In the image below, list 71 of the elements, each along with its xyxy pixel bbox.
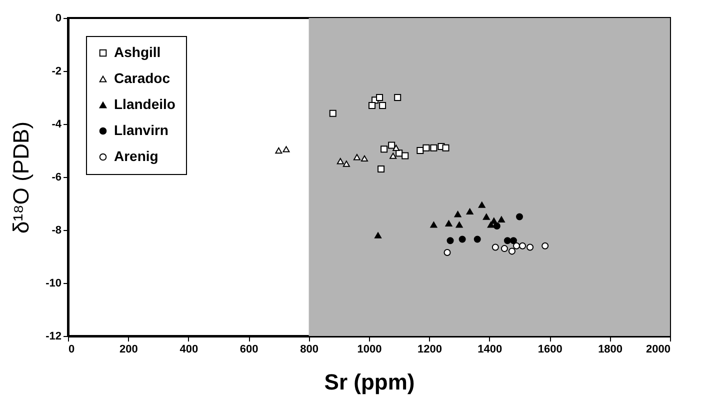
- point: [275, 147, 282, 154]
- x-tick-label: 1200: [417, 344, 442, 356]
- x-tick-label: 1000: [357, 344, 382, 356]
- legend-label: Llandeilo: [114, 96, 176, 112]
- x-tick-label: 600: [240, 344, 258, 356]
- legend-label: Arenig: [114, 148, 158, 164]
- point: [394, 94, 402, 101]
- point: [336, 158, 344, 164]
- point: [512, 242, 520, 250]
- point: [519, 242, 526, 250]
- point: [498, 216, 505, 222]
- point: [478, 202, 486, 208]
- point: [444, 249, 451, 256]
- point: [510, 237, 517, 244]
- point: [446, 237, 454, 244]
- point: [430, 144, 438, 152]
- point: [454, 211, 462, 218]
- legend-label: Ashgill: [114, 44, 161, 60]
- point: [456, 222, 463, 228]
- point: [374, 232, 382, 238]
- point: [388, 142, 396, 149]
- point: [493, 222, 500, 230]
- point: [416, 147, 424, 154]
- x-tick-label: 800: [300, 344, 318, 356]
- legend-label: Caradoc: [114, 70, 170, 86]
- point: [492, 244, 499, 251]
- point: [445, 220, 452, 226]
- point: [542, 242, 549, 250]
- point: [353, 154, 360, 160]
- point: [368, 102, 376, 109]
- point: [392, 144, 400, 151]
- point: [526, 244, 534, 251]
- y-tick-label: -8: [52, 224, 62, 236]
- point: [482, 214, 490, 220]
- point: [474, 236, 481, 243]
- y-tick-label: 0: [55, 12, 62, 24]
- point: [360, 155, 368, 162]
- y-tick-label: -6: [52, 172, 62, 184]
- x-tick-label: 1800: [598, 344, 623, 356]
- x-tick-label: 1400: [478, 344, 502, 356]
- point: [402, 152, 409, 160]
- point: [390, 152, 397, 159]
- point: [466, 208, 474, 215]
- point: [379, 102, 386, 109]
- x-axis-title: Sr (ppm): [324, 370, 415, 394]
- point: [504, 237, 511, 244]
- point: [490, 218, 498, 224]
- x-tick-label: 0: [68, 344, 75, 356]
- point: [430, 222, 438, 228]
- point: [342, 160, 350, 167]
- y-tick-label: -4: [52, 118, 62, 130]
- x-tick-label: 400: [180, 344, 198, 356]
- y-tick-label: -12: [46, 330, 62, 342]
- point: [516, 213, 523, 220]
- x-tick-label: 200: [120, 344, 138, 356]
- legend-label: Llanvirn: [114, 122, 168, 138]
- point: [282, 146, 290, 152]
- point: [508, 248, 516, 255]
- y-axis-title: δ¹⁸O (PDB): [8, 122, 34, 234]
- point: [376, 94, 384, 101]
- point: [442, 144, 450, 152]
- y-tick-label: -10: [46, 278, 62, 290]
- point: [422, 144, 430, 152]
- point: [500, 245, 508, 252]
- point: [380, 146, 388, 153]
- x-tick-label: 2000: [646, 344, 670, 356]
- x-tick-label: 1600: [538, 344, 562, 356]
- point: [458, 236, 466, 243]
- point: [378, 166, 385, 173]
- point: [329, 110, 336, 117]
- y-tick-label: -2: [52, 66, 62, 78]
